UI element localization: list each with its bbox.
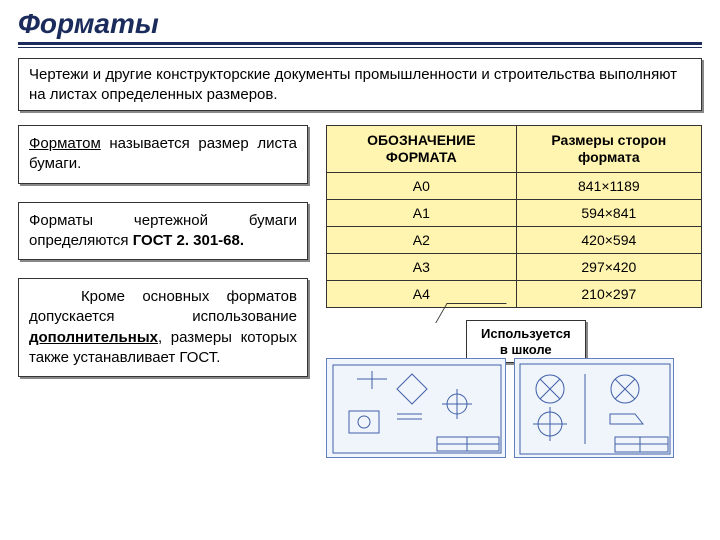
technical-drawing-1 [326, 358, 506, 458]
right-column: ОБОЗНАЧЕНИЕ ФОРМАТА Размеры сторон форма… [326, 125, 702, 458]
cell-code: А2 [327, 226, 517, 253]
additional-p1: Кроме основных форматов допускается испо… [29, 288, 297, 325]
table-header-size: Размеры сторон формата [516, 126, 701, 173]
callout-line1: Используется [481, 326, 571, 342]
main-columns: Форматом называется размер листа бумаги.… [18, 125, 702, 458]
intro-box: Чертежи и другие конструкторские докумен… [18, 58, 702, 111]
cell-code: А0 [327, 172, 517, 199]
gost-box: Форматы чертежной бумаги определяются ГО… [18, 202, 308, 261]
cell-size: 210×297 [516, 280, 701, 307]
table-row: А1594×841 [327, 199, 702, 226]
cell-size: 594×841 [516, 199, 701, 226]
additional-bold: дополнительных [29, 329, 158, 346]
title-rule-thin [18, 47, 702, 48]
drawing-svg-1 [327, 359, 507, 459]
cell-code: А1 [327, 199, 517, 226]
cell-code: А3 [327, 253, 517, 280]
table-row: А4210×297 [327, 280, 702, 307]
cell-size: 420×594 [516, 226, 701, 253]
term-format: Форматом [29, 135, 101, 152]
callout-line2: в школе [481, 342, 571, 358]
table-row: А0841×1189 [327, 172, 702, 199]
page-title: Форматы [18, 8, 702, 42]
table-row: А3297×420 [327, 253, 702, 280]
drawing-svg-2 [515, 359, 675, 459]
cell-size: 841×1189 [516, 172, 701, 199]
gost-number: ГОСТ 2. 301-68. [133, 232, 244, 249]
title-rule-thick [18, 42, 702, 45]
technical-drawing-2 [514, 358, 674, 458]
drawings-row [326, 358, 702, 458]
additional-box: Кроме основных форматов допускается испо… [18, 278, 308, 377]
cell-size: 297×420 [516, 253, 701, 280]
cell-code: А4 [327, 280, 517, 307]
table-header-code: ОБОЗНАЧЕНИЕ ФОРМАТА [327, 126, 517, 173]
table-row: А2420×594 [327, 226, 702, 253]
definition-box: Форматом называется размер листа бумаги. [18, 125, 308, 184]
formats-table: ОБОЗНАЧЕНИЕ ФОРМАТА Размеры сторон форма… [326, 125, 702, 308]
left-column: Форматом называется размер листа бумаги.… [18, 125, 308, 458]
